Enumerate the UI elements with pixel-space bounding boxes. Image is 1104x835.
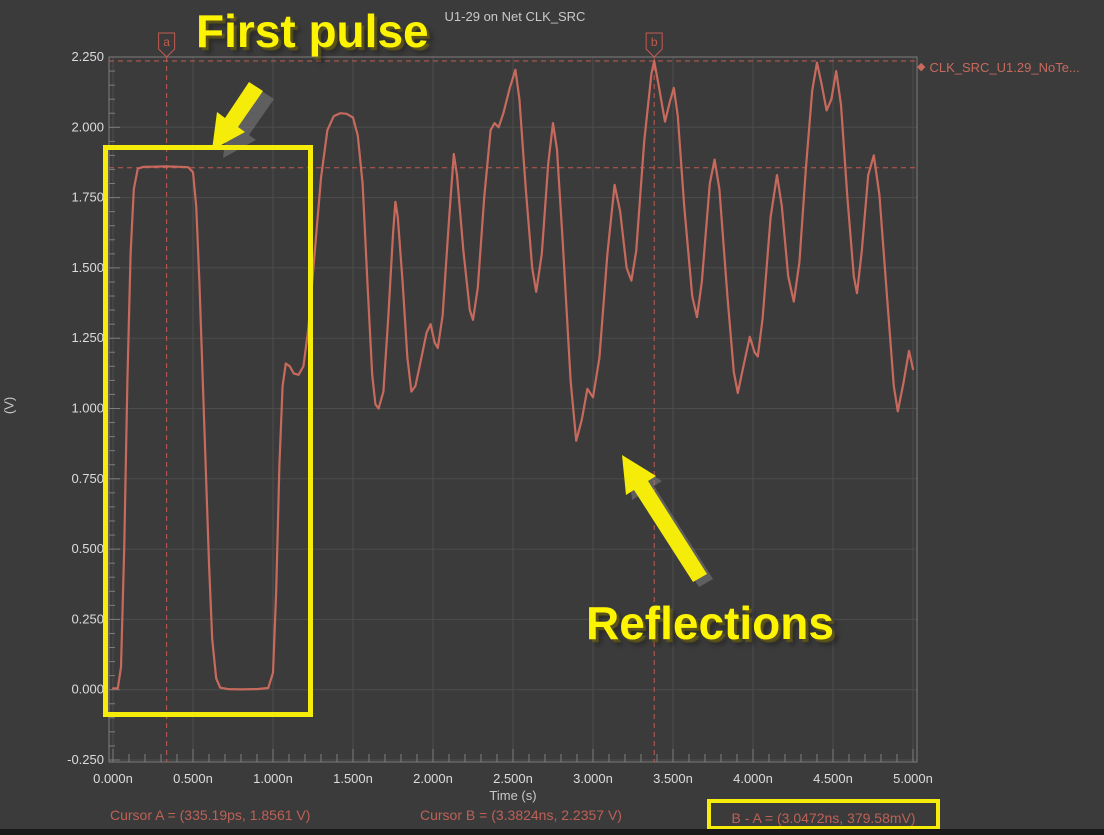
y-tick-label: 0.000 (71, 682, 104, 697)
series-diamond-icon: ◆ (917, 61, 926, 73)
cursor-b-tag[interactable] (645, 32, 663, 58)
cursor-b-readout: Cursor B = (3.3824ns, 2.2357 V) (420, 807, 622, 823)
cursor-b-tag-label: b (651, 35, 658, 49)
y-tick-label: 2.000 (71, 119, 104, 134)
first-pulse-highlight-box (103, 145, 313, 717)
x-axis-label: Time (s) (489, 788, 537, 803)
x-tick-label: 4.500n (813, 771, 853, 786)
first-pulse-arrow (212, 82, 274, 158)
reflections-arrow (622, 455, 713, 587)
y-tick-label: 0.750 (71, 471, 104, 486)
y-tick-label: 0.250 (71, 611, 104, 626)
chart-title: U1-29 on Net CLK_SRC (444, 9, 586, 24)
x-tick-label: 3.500n (653, 771, 693, 786)
waveform-layer (111, 59, 915, 691)
legend-series-label: CLK_SRC_U1.29_NoTe... (929, 60, 1080, 75)
reflections-label: Reflections (586, 597, 834, 649)
x-tick-label: 0.000n (93, 771, 133, 786)
x-tick-label: 2.500n (493, 771, 533, 786)
x-tick-label: 3.000n (573, 771, 613, 786)
y-tick-label: 1.000 (71, 401, 104, 416)
y-tick-label: 2.250 (71, 49, 104, 64)
grid-layer (108, 56, 918, 763)
cursor-a-tag[interactable] (158, 32, 176, 58)
y-tick-label: 1.250 (71, 330, 104, 345)
y-tick-label: 0.500 (71, 541, 104, 556)
tick-label-layer: 0.000n 0.500n 1.000n 1.500n 2.000n 2.500n 3.00… (67, 49, 933, 786)
x-tick-label: 2.000n (413, 771, 453, 786)
x-tick-label: 4.000n (733, 771, 773, 786)
window-bottom-edge (0, 829, 1104, 835)
y-tick-label: 1.500 (71, 260, 104, 275)
cursor-a-readout: Cursor A = (335.19ps, 1.8561 V) (110, 807, 311, 823)
y-axis-label: (V) (1, 396, 17, 415)
legend-item[interactable]: ◆ CLK_SRC_U1.29_NoTe... (917, 60, 1080, 75)
x-tick-label: 1.500n (333, 771, 373, 786)
cursor-layer (109, 57, 917, 762)
x-tick-label: 1.000n (253, 771, 293, 786)
cursor-delta-readout: B - A = (3.0472ns, 379.58mV) (707, 799, 940, 830)
y-tick-label: -0.250 (67, 752, 104, 767)
waveform-trace (111, 59, 915, 691)
x-tick-label: 5.000n (893, 771, 933, 786)
cursor-a-tag-label: a (163, 35, 170, 49)
y-tick-label: 1.750 (71, 190, 104, 205)
x-tick-label: 0.500n (173, 771, 213, 786)
first-pulse-label: First pulse (196, 5, 429, 57)
